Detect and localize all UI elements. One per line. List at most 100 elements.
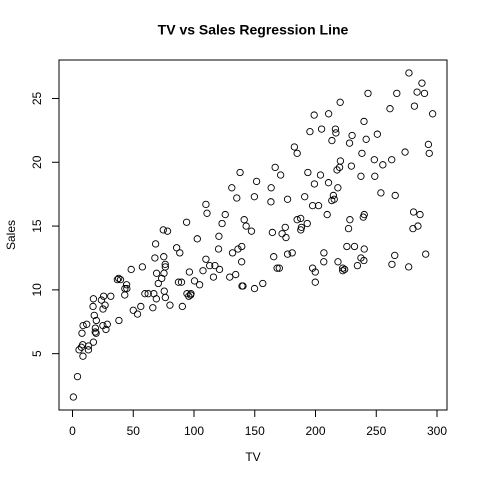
point (103, 320, 111, 328)
point (185, 268, 194, 276)
point (89, 302, 97, 311)
point (159, 226, 167, 234)
point (311, 278, 319, 286)
point (281, 223, 289, 231)
point (388, 260, 396, 268)
point (160, 287, 168, 295)
point (69, 393, 78, 401)
point (360, 117, 368, 126)
point (310, 180, 319, 188)
point (357, 172, 365, 180)
point (84, 346, 93, 354)
point (341, 265, 349, 274)
point (282, 233, 290, 242)
point (218, 219, 226, 228)
point (301, 193, 309, 201)
point (273, 264, 281, 272)
point (79, 352, 87, 360)
point (386, 105, 394, 113)
point (414, 222, 422, 230)
point (89, 295, 98, 303)
point (359, 213, 367, 221)
point (308, 264, 317, 272)
point (334, 258, 342, 266)
point (75, 346, 83, 354)
point (228, 249, 237, 257)
point (336, 157, 345, 165)
x-tick-label: 50 (127, 424, 141, 438)
point (89, 338, 98, 346)
point (308, 202, 317, 210)
point (323, 210, 331, 219)
point (320, 258, 328, 266)
point (278, 230, 286, 238)
point (79, 321, 87, 330)
point (182, 218, 191, 226)
point (97, 296, 106, 304)
y-tick-label: 10 (30, 283, 44, 297)
point (331, 125, 340, 133)
point (183, 290, 191, 298)
point (391, 191, 399, 200)
point (317, 125, 326, 133)
point (328, 136, 336, 145)
point (268, 228, 277, 237)
point (211, 261, 219, 270)
point (178, 302, 186, 311)
point (193, 235, 201, 243)
point (370, 156, 378, 164)
point (332, 129, 340, 137)
point (133, 310, 142, 318)
point (73, 372, 82, 381)
x-tick-label: 150 (245, 424, 265, 438)
point (353, 261, 362, 270)
point (304, 168, 312, 177)
point (360, 256, 368, 265)
y-tick-label: 15 (30, 219, 44, 233)
point (413, 88, 421, 96)
point (237, 258, 246, 266)
point (115, 274, 123, 283)
point (177, 278, 186, 286)
point (238, 282, 246, 290)
point (151, 240, 160, 248)
point (410, 102, 419, 110)
point (99, 321, 107, 330)
point (364, 89, 372, 98)
point (310, 111, 318, 119)
point (293, 216, 301, 224)
point (122, 281, 131, 289)
point (424, 140, 433, 149)
point (405, 263, 413, 271)
point (297, 214, 305, 223)
point (405, 69, 413, 77)
point (379, 161, 387, 169)
point (250, 284, 259, 293)
point (78, 329, 86, 337)
point (203, 209, 211, 217)
point (288, 249, 296, 257)
x-tick-label: 300 (427, 424, 447, 438)
point (161, 293, 169, 302)
point (388, 156, 396, 164)
point (113, 276, 121, 284)
point (271, 163, 279, 172)
point (215, 232, 223, 240)
point (420, 89, 429, 98)
point (214, 245, 223, 253)
point (320, 249, 328, 257)
point (252, 177, 261, 186)
y-tick-label: 20 (30, 155, 44, 169)
point (209, 273, 218, 281)
point (391, 251, 399, 260)
point (409, 208, 418, 216)
point (233, 194, 241, 202)
point (101, 301, 109, 309)
point (215, 265, 224, 274)
point (416, 210, 424, 219)
point (393, 89, 401, 98)
point (267, 198, 275, 206)
point (360, 245, 368, 253)
point (107, 292, 115, 300)
